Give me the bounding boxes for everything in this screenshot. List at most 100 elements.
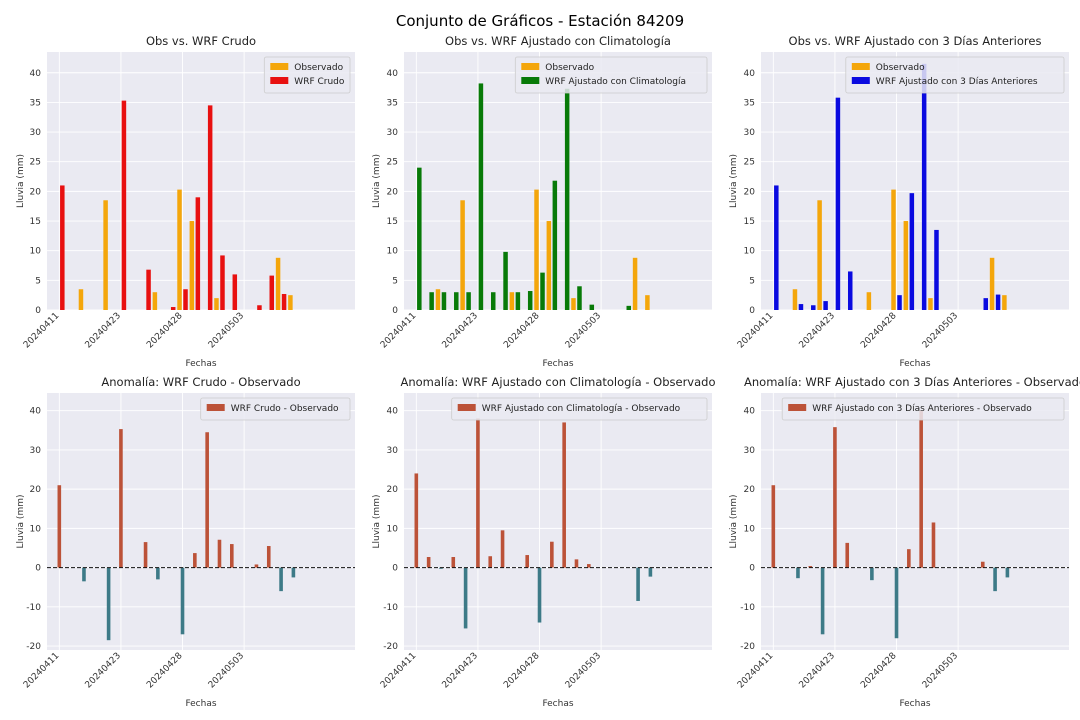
- y-tick-label: 10: [744, 524, 756, 534]
- x-axis-label: Fechas: [899, 699, 930, 709]
- y-tick-label: 40: [387, 69, 399, 79]
- y-tick-label: -20: [740, 642, 755, 652]
- bar-anomaly: [488, 556, 493, 568]
- bar-series-1: [460, 200, 465, 310]
- legend-label: WRF Ajustado con Climatología - Observad…: [482, 404, 681, 414]
- bar-anomaly: [870, 567, 874, 581]
- y-tick-label: 35: [387, 98, 398, 108]
- legend-box: [451, 397, 708, 421]
- bar-series-1: [928, 298, 933, 310]
- bar-series-2: [207, 105, 213, 310]
- bar-series-2: [478, 83, 484, 311]
- bar-anomaly: [156, 567, 160, 580]
- bar-anomaly: [205, 432, 209, 568]
- y-axis-label: Lluvia (mm): [372, 495, 382, 549]
- bar-series-1: [903, 221, 909, 310]
- legend-swatch: [457, 404, 476, 411]
- bar-series-2: [490, 292, 496, 310]
- y-tick-label: 20: [387, 187, 399, 197]
- y-tick-label: 30: [30, 128, 42, 138]
- bar-series-1: [817, 200, 822, 310]
- y-tick-label: 20: [744, 187, 756, 197]
- legend-label: WRF Ajustado con Climatología: [545, 77, 686, 87]
- bar-series-2: [429, 292, 434, 310]
- bar-series-1: [189, 221, 195, 310]
- y-tick-label: 5: [35, 276, 41, 286]
- bar-anomaly: [82, 567, 86, 582]
- y-axis-label: Lluvia (mm): [16, 495, 26, 549]
- bar-series-2: [503, 251, 508, 310]
- legend-swatch: [788, 404, 807, 411]
- y-tick-label: 15: [387, 217, 398, 227]
- y-tick-label: 25: [30, 158, 41, 168]
- legend: WRF Ajustado con 3 Días Anteriores - Obs…: [781, 397, 1065, 421]
- y-tick-label: 30: [30, 446, 42, 456]
- x-axis-label: Fechas: [542, 699, 573, 709]
- bar-series-2: [232, 274, 238, 310]
- bar-anomaly: [57, 485, 62, 568]
- y-tick-label: -10: [26, 603, 41, 613]
- y-tick-label: 30: [387, 128, 399, 138]
- legend-box: [781, 397, 1065, 421]
- y-axis-label: Lluvia (mm): [729, 154, 739, 208]
- bar-series-1: [645, 295, 650, 310]
- bar-anomaly: [119, 429, 123, 568]
- bar-series-1: [275, 257, 281, 310]
- y-tick-label: 10: [387, 247, 399, 257]
- y-tick-label: 10: [387, 524, 399, 534]
- legend-label: WRF Crudo - Observado: [231, 404, 339, 414]
- bar-series-1: [214, 298, 219, 310]
- bar-anomaly: [525, 555, 529, 568]
- bar-anomaly: [993, 567, 997, 592]
- y-tick-label: 0: [35, 306, 41, 316]
- bar-series-2: [626, 305, 632, 310]
- y-tick-label: -10: [383, 603, 398, 613]
- y-tick-label: 30: [744, 446, 756, 456]
- bar-anomaly: [414, 473, 419, 568]
- bar-series-2: [257, 305, 262, 310]
- bar-anomaly: [500, 530, 505, 568]
- legend-label: WRF Ajustado con 3 Días Anteriores: [876, 77, 1038, 87]
- plot-area: [47, 52, 355, 310]
- plot-area: [761, 52, 1069, 310]
- bar-series-1: [546, 221, 552, 310]
- chart-title: Obs vs. WRF Crudo: [146, 34, 256, 48]
- bar-anomaly: [648, 567, 653, 577]
- y-axis-label: Lluvia (mm): [16, 154, 26, 208]
- legend-swatch: [851, 63, 870, 70]
- y-tick-label: 10: [30, 524, 42, 534]
- bar-anomaly: [180, 567, 185, 635]
- bar-series-2: [121, 100, 127, 310]
- bar-series-2: [540, 272, 545, 310]
- bar-anomaly: [636, 567, 640, 601]
- bar-series-1: [78, 289, 84, 310]
- y-tick-label: 35: [744, 98, 755, 108]
- bar-series-2: [183, 289, 188, 310]
- bar-series-2: [921, 63, 927, 310]
- chart-title: Anomalía: WRF Ajustado con 3 Días Anteri…: [744, 375, 1080, 389]
- bar-series-1: [435, 289, 441, 310]
- y-tick-label: 40: [30, 69, 42, 79]
- y-axis-label: Lluvia (mm): [729, 495, 739, 549]
- bar-series-2: [774, 185, 779, 310]
- figure-title: Conjunto de Gráficos - Estación 84209: [396, 12, 684, 30]
- bar-anomaly: [771, 485, 776, 568]
- legend-swatch: [851, 77, 870, 84]
- bar-anomaly: [439, 567, 443, 569]
- chart-title: Anomalía: WRF Crudo - Observado: [101, 375, 300, 389]
- chart-title: Obs vs. WRF Ajustado con Climatología: [445, 34, 671, 48]
- y-tick-label: -10: [740, 603, 755, 613]
- bar-anomaly: [106, 567, 111, 641]
- x-axis-label: Fechas: [899, 359, 930, 369]
- y-tick-label: 10: [744, 247, 756, 257]
- bar-series-1: [866, 292, 872, 310]
- y-tick-label: 20: [744, 485, 756, 495]
- bar-series-2: [170, 307, 176, 310]
- y-tick-label: 10: [30, 247, 42, 257]
- legend-box: [845, 56, 1065, 94]
- bar-anomaly: [820, 567, 825, 635]
- legend-label: WRF Ajustado con 3 Días Anteriores - Obs…: [812, 404, 1032, 414]
- y-tick-label: 0: [392, 564, 398, 574]
- bar-series-2: [995, 294, 1001, 310]
